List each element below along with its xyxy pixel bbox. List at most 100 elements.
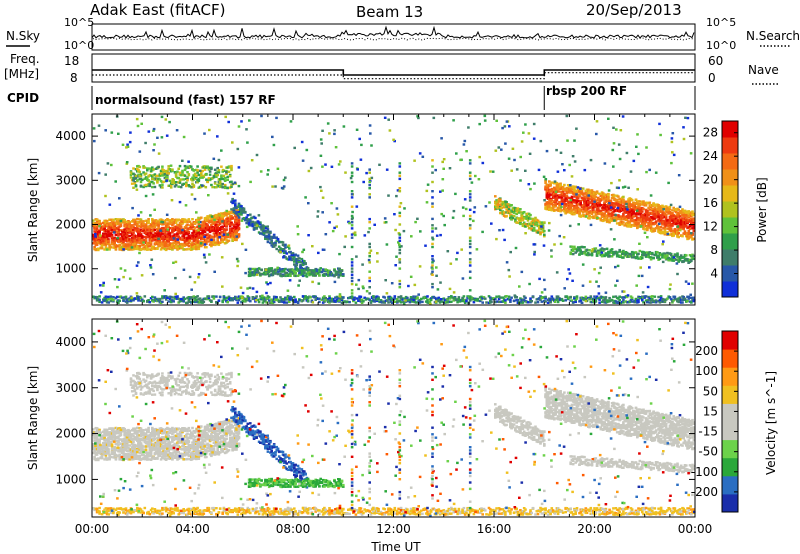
rti-cell: [152, 219, 155, 222]
rti-cell: [127, 245, 130, 249]
rti-cell: [507, 298, 511, 301]
rti-cell: [628, 205, 631, 209]
rti-cell: [208, 225, 212, 229]
rti-cell: [565, 194, 569, 198]
rti-cell: [659, 228, 663, 232]
rti-cell: [185, 181, 188, 184]
rti-cell: [221, 240, 224, 244]
rti-cell: [634, 297, 638, 301]
nsky-label: N.Sky: [6, 29, 40, 43]
rti-cell: [584, 199, 588, 202]
rti-cell: [230, 223, 233, 226]
freq-label-1: Freq.: [10, 52, 40, 66]
rti-cell: [222, 214, 226, 218]
rti-cell: [134, 228, 138, 232]
freq-label-2: [MHz]: [4, 67, 39, 81]
rti-cell: [213, 182, 217, 185]
rti-cell: [98, 219, 101, 223]
rti-cell: [463, 301, 467, 304]
rti-cell: [558, 190, 561, 193]
rti-cell: [565, 198, 569, 201]
rti-cell: [139, 184, 143, 187]
rti-cell: [130, 236, 134, 239]
rti-cell: [146, 246, 149, 250]
rti-cell: [200, 216, 203, 219]
rti-cell: [167, 172, 170, 175]
rti-cell: [301, 299, 305, 302]
rti-cell: [637, 300, 640, 304]
rti-cell: [107, 230, 110, 233]
rti-cell: [502, 298, 506, 301]
rti-cell: [261, 273, 265, 276]
rti-cell: [110, 235, 114, 238]
rti-cell: [657, 213, 660, 216]
rti-cell: [574, 300, 577, 304]
rti-cell: [629, 295, 633, 298]
rti-cell: [373, 300, 376, 303]
rti-cell: [151, 295, 154, 299]
rti-cell: [266, 238, 270, 241]
rti-cell: [588, 214, 591, 217]
rti-cell: [259, 223, 262, 226]
rti-cell: [609, 218, 613, 222]
rti-cell: [183, 220, 187, 224]
rti-cell: [638, 202, 642, 206]
rti-cell: [634, 221, 638, 224]
rti-cell: [651, 227, 654, 230]
rti-cell: [578, 190, 581, 193]
rti-cell: [315, 270, 319, 273]
rti-cell: [148, 184, 152, 188]
rti-cell: [342, 274, 345, 277]
rti-cell: [221, 217, 224, 221]
rti-cell: [565, 191, 569, 195]
rti-cell: [544, 297, 547, 300]
rti-cell: [556, 300, 560, 304]
rti-cell: [143, 166, 147, 169]
rti-cell: [191, 241, 194, 244]
rti-cell: [125, 234, 129, 237]
rti-cell: [225, 172, 228, 175]
rti-cell: [565, 295, 569, 298]
rti-cell: [465, 300, 468, 303]
rti-cell: [161, 235, 164, 238]
rti-cell: [117, 226, 120, 229]
rti-cell: [618, 223, 621, 226]
rti-cell: [272, 245, 276, 248]
rti-cell: [206, 215, 209, 218]
rti-cell: [323, 295, 326, 298]
rti-cell: [159, 172, 163, 176]
rti-cell: [197, 235, 201, 238]
rti-cell: [270, 298, 273, 301]
rti-cell: [411, 300, 414, 303]
rti-cell: [407, 298, 410, 302]
rti-cell: [235, 218, 238, 221]
rti-cell: [141, 237, 144, 240]
freq-tick-top: 18: [64, 54, 79, 68]
rti-cell: [315, 268, 319, 271]
rti-cell: [584, 295, 588, 298]
rti-cell: [95, 243, 99, 246]
rti-cell: [550, 199, 554, 202]
rti-cell: [171, 223, 174, 227]
rti-cell: [594, 299, 598, 303]
rti-cell: [588, 201, 591, 204]
rti-cell: [515, 212, 518, 216]
rti-cell: [118, 299, 121, 302]
rti-cell: [284, 267, 287, 271]
rti-cell: [162, 228, 165, 231]
rti-cell: [495, 199, 498, 202]
rti-cell: [137, 173, 140, 176]
rti-cell: [285, 297, 289, 301]
rti-cell: [331, 298, 335, 301]
rti-cell: [570, 188, 574, 191]
rti-cell: [428, 300, 432, 304]
rti-cell: [602, 206, 605, 210]
rti-cell: [179, 242, 183, 246]
rti-cell: [158, 178, 162, 181]
rti-cell: [226, 301, 229, 304]
rti-cell: [576, 206, 580, 210]
rti-cell: [473, 297, 477, 300]
rti-cell: [104, 232, 108, 235]
rti-cell: [613, 194, 616, 197]
rti-cell: [633, 224, 636, 227]
